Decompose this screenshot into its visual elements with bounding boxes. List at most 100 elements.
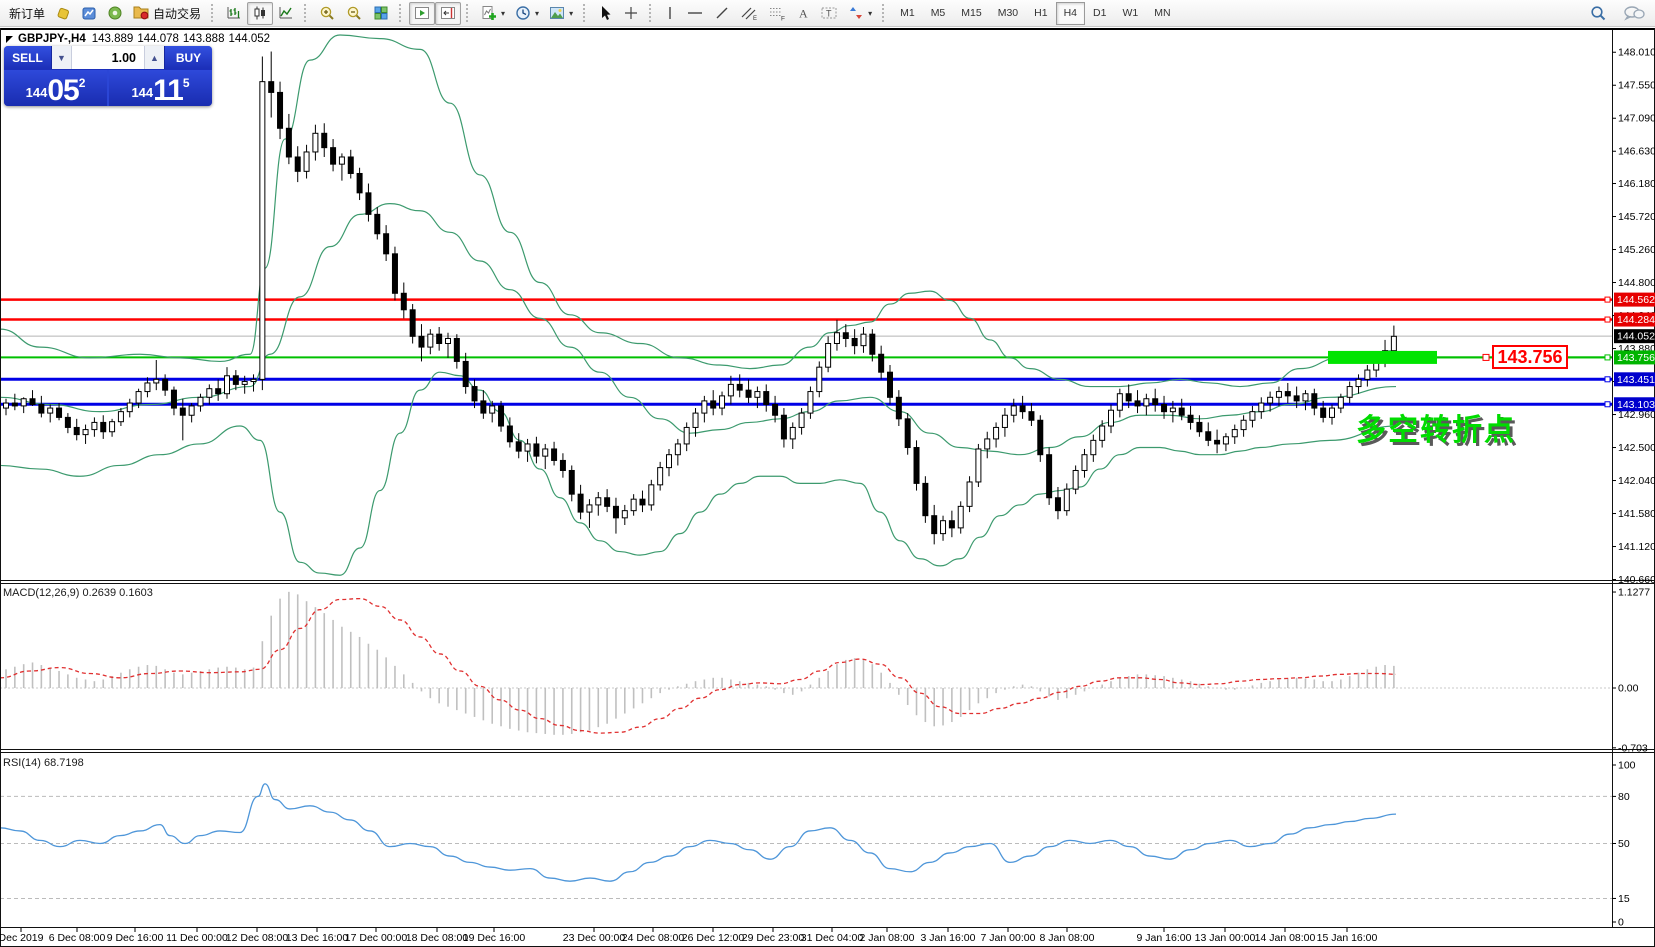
chat-icon[interactable] bbox=[1623, 5, 1645, 22]
line-handle[interactable] bbox=[1482, 353, 1490, 361]
price-tick-label: 145.260 bbox=[1618, 244, 1655, 256]
time-tick-label: 19 Dec 16:00 bbox=[463, 932, 526, 944]
price-tick-label: 146.180 bbox=[1618, 178, 1655, 190]
trendline-icon[interactable] bbox=[709, 2, 735, 25]
price-badge-label: 144.052 bbox=[1617, 331, 1655, 343]
symbol-header: GBPJPY-,H4 143.889 144.078 143.888 144.0… bbox=[6, 33, 270, 45]
text-label-icon[interactable]: T bbox=[815, 2, 843, 25]
rsi-tick-label: 100 bbox=[1618, 760, 1636, 772]
macd-label: MACD(12,26,9) 0.2639 0.1603 bbox=[3, 587, 153, 599]
price-tick-label: 148.010 bbox=[1618, 47, 1655, 59]
time-tick-label: 14 Jan 08:00 bbox=[1255, 932, 1316, 944]
time-tick-label: 29 Dec 23:00 bbox=[742, 932, 805, 944]
arrows-button[interactable]: ▾ bbox=[843, 2, 877, 25]
rsi-label: RSI(14) 68.7198 bbox=[3, 757, 84, 769]
zoom-out-icon[interactable] bbox=[341, 2, 368, 25]
data-window-icon[interactable] bbox=[102, 2, 128, 25]
time-tick-label: Dec 2019 bbox=[0, 932, 44, 944]
highlight-rectangle[interactable] bbox=[1328, 350, 1437, 364]
svg-text:T: T bbox=[826, 9, 832, 19]
price-tick-label: 144.800 bbox=[1618, 277, 1655, 289]
buy-button[interactable]: BUY bbox=[165, 46, 212, 69]
buy-price-big: 11 bbox=[153, 74, 184, 106]
periods-button[interactable]: ▾ bbox=[510, 2, 544, 25]
text-icon[interactable]: A bbox=[791, 2, 815, 25]
candlestick-chart-icon[interactable] bbox=[247, 1, 274, 25]
volume-input[interactable] bbox=[72, 46, 144, 69]
tab-timeframe-mn[interactable]: MN bbox=[1154, 7, 1171, 19]
sell-price-button[interactable]: 144 05 2 bbox=[4, 70, 107, 106]
tab-timeframe-d1[interactable]: D1 bbox=[1093, 7, 1107, 19]
indicators-button[interactable]: ▾ bbox=[476, 2, 510, 25]
periods-icon bbox=[516, 6, 530, 20]
sell-button[interactable]: SELL bbox=[4, 46, 51, 69]
search-icon[interactable] bbox=[1590, 5, 1607, 22]
horizontal-line-icon[interactable] bbox=[681, 2, 709, 25]
price-badge bbox=[1614, 372, 1655, 387]
dropdown-arrow-icon: ▾ bbox=[501, 8, 506, 18]
toolbar-grip bbox=[583, 4, 588, 22]
ohlc-open: 143.889 bbox=[91, 33, 134, 45]
symbol-name: GBPJPY-,H4 bbox=[18, 33, 86, 45]
bollinger-middle-band bbox=[0, 203, 1397, 456]
toolbar-grip bbox=[466, 4, 471, 22]
buy-price-sup: 5 bbox=[182, 76, 190, 90]
tab-timeframe-m5[interactable]: M5 bbox=[930, 7, 946, 19]
time-tick-label: 13 Jan 00:00 bbox=[1195, 932, 1256, 944]
toolbar-grip bbox=[649, 4, 654, 22]
price-tick-label: 142.500 bbox=[1618, 442, 1655, 454]
sell-price-prefix: 144 bbox=[25, 85, 48, 100]
autotrade-icon bbox=[133, 6, 149, 20]
auto-scroll-icon[interactable] bbox=[409, 1, 436, 25]
tab-timeframe-m1[interactable]: M1 bbox=[900, 7, 915, 19]
tab-timeframe-m30[interactable]: M30 bbox=[997, 7, 1019, 19]
ohlc-close: 144.052 bbox=[228, 33, 271, 45]
new-order-button[interactable]: 新订单 bbox=[4, 2, 50, 25]
cursor-icon[interactable] bbox=[593, 2, 618, 25]
price-badge bbox=[1614, 350, 1655, 365]
rsi-pane bbox=[0, 783, 1612, 899]
time-axis[interactable]: Dec 2019 6 Dec 08:00 9 Dec 16:00 11 Dec 00:… bbox=[0, 928, 1378, 944]
time-tick-label: 3 Jan 16:00 bbox=[921, 932, 976, 944]
chart-shift-icon[interactable] bbox=[435, 1, 462, 25]
rsi-line bbox=[0, 783, 1397, 882]
volume-decrease-button[interactable]: ▼ bbox=[52, 46, 72, 69]
tab-timeframe-h4[interactable]: H4 bbox=[1055, 1, 1086, 25]
arrows-icon bbox=[850, 7, 863, 19]
svg-text:A: A bbox=[799, 7, 808, 21]
toolbar-grip bbox=[304, 4, 309, 22]
profiles-icon[interactable] bbox=[76, 2, 102, 25]
tab-timeframe-h1[interactable]: H1 bbox=[1034, 7, 1048, 19]
volume-increase-button[interactable]: ▲ bbox=[144, 46, 164, 69]
templates-button[interactable]: ▾ bbox=[544, 2, 578, 25]
dropdown-arrow-icon: ▾ bbox=[868, 8, 873, 18]
fibonacci-icon[interactable]: F bbox=[763, 2, 791, 25]
price-level-box[interactable]: 143.756 bbox=[1492, 345, 1568, 369]
turning-point-annotation[interactable]: 多空转折点 bbox=[1356, 414, 1516, 447]
tile-windows-icon[interactable] bbox=[368, 2, 394, 25]
crosshair-icon[interactable] bbox=[618, 2, 644, 25]
channel-icon[interactable]: E bbox=[735, 2, 763, 25]
vertical-line-icon[interactable] bbox=[659, 2, 681, 25]
price-tick-label: 141.580 bbox=[1618, 508, 1655, 520]
line-chart-icon[interactable] bbox=[273, 2, 299, 25]
chart-tag-icon[interactable] bbox=[50, 2, 76, 25]
sell-price-sup: 2 bbox=[78, 76, 86, 90]
bar-chart-icon[interactable] bbox=[221, 2, 247, 25]
price-tick-label: 142.960 bbox=[1618, 409, 1655, 421]
price-badge-label: 143.756 bbox=[1617, 352, 1655, 364]
time-tick-label: 13 Dec 16:00 bbox=[286, 932, 349, 944]
buy-price-button[interactable]: 144 11 5 bbox=[109, 70, 212, 106]
time-tick-label: 15 Jan 16:00 bbox=[1317, 932, 1378, 944]
price-axis: 148.010 147.550 147.090 146.630 146.180 145.7… bbox=[1604, 47, 1655, 929]
autotrade-button[interactable]: 自动交易 bbox=[128, 2, 206, 25]
time-tick-label: 6 Dec 08:00 bbox=[49, 932, 106, 944]
zoom-in-icon[interactable] bbox=[314, 2, 341, 25]
indicators-icon bbox=[482, 6, 497, 20]
time-tick-label: 17 Dec 00:00 bbox=[345, 932, 408, 944]
tab-timeframe-w1[interactable]: W1 bbox=[1122, 7, 1139, 19]
tab-timeframe-m15[interactable]: M15 bbox=[961, 7, 982, 19]
ohlc-high: 144.078 bbox=[137, 33, 179, 45]
